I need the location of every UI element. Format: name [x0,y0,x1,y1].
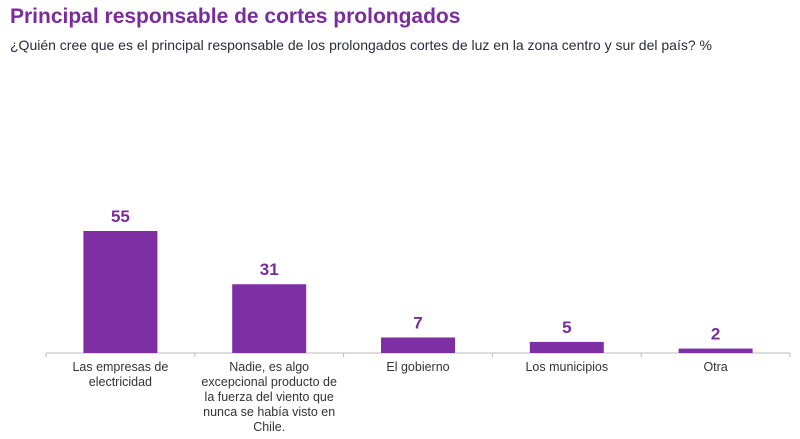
chart-title: Principal responsable de cortes prolonga… [10,5,461,28]
x-tick-label: Las empresas de electricidad [72,360,169,389]
x-tick-label: El gobierno [386,360,450,374]
chart-subtitle: ¿Quién cree que es el principal responsa… [10,37,712,53]
data-label: 5 [562,318,571,337]
bar [381,337,455,353]
x-tick-label: Otra [703,360,728,374]
data-label: 7 [413,313,422,332]
bar [83,231,158,353]
data-label: 2 [711,325,720,344]
bar [529,341,604,353]
bar [678,348,753,353]
data-label: 31 [260,260,279,279]
x-tick-label: Los municipios [525,360,609,374]
bar [232,284,307,353]
x-tick-label: Nadie, es algo excepcional producto de l… [201,360,337,434]
data-label: 55 [111,207,130,226]
